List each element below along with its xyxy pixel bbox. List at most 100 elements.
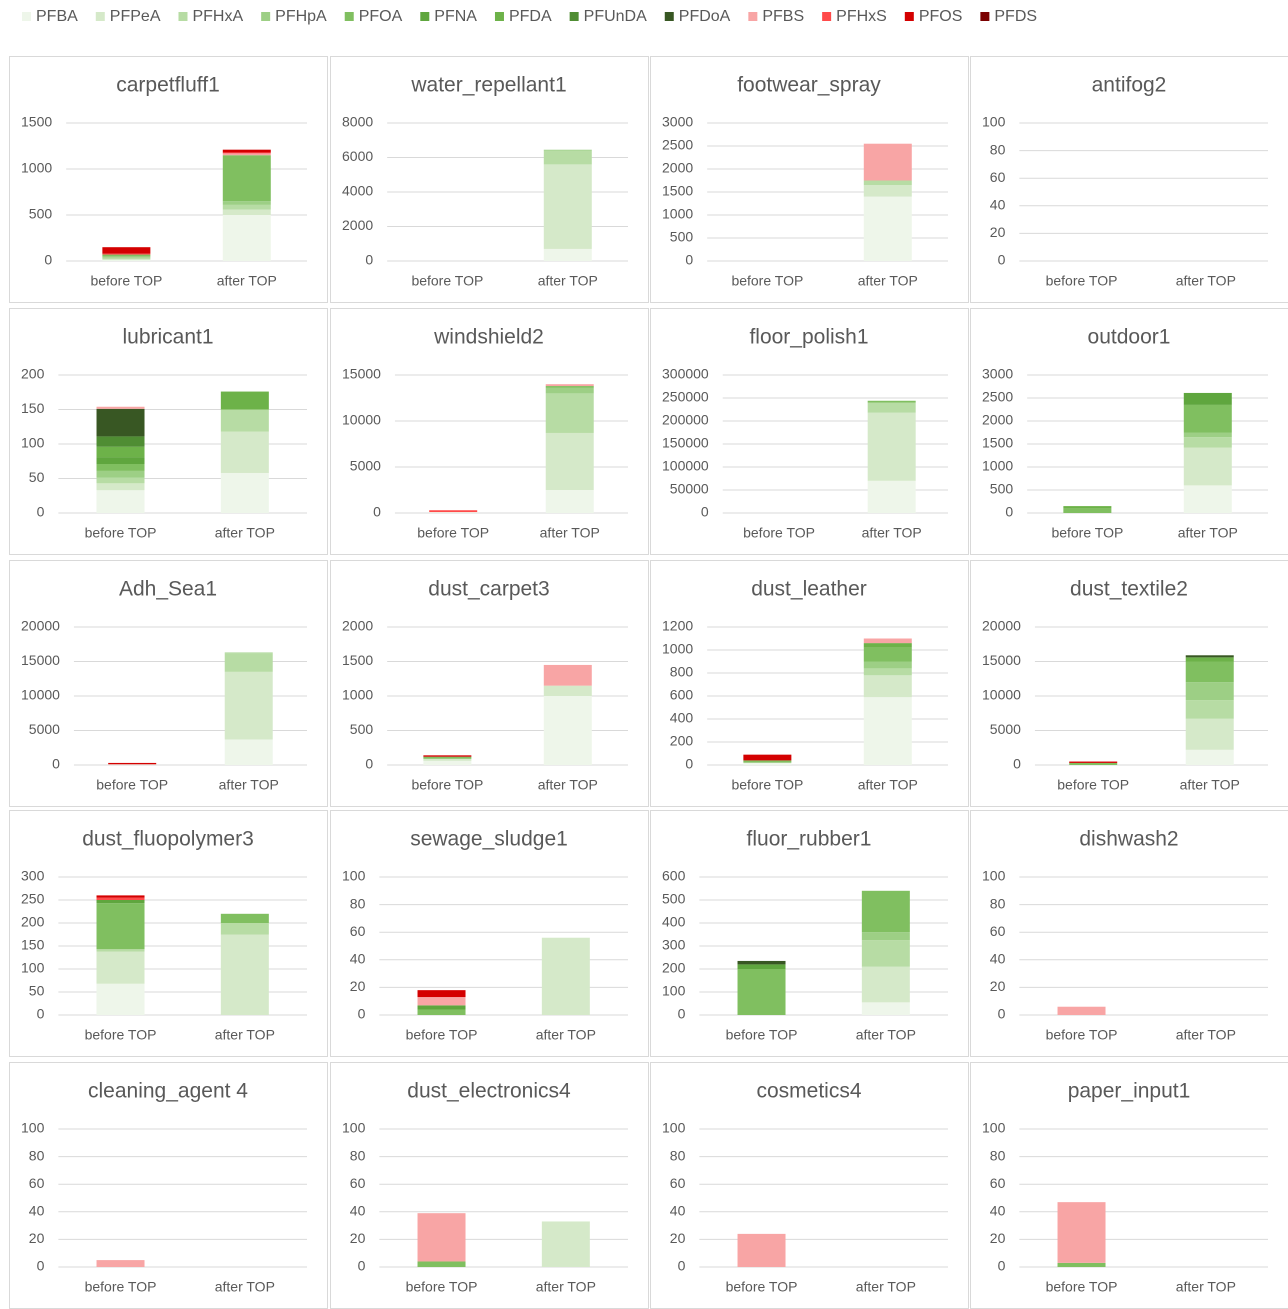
bar-segment [545,490,594,513]
bar-segment [867,400,916,403]
y-tick-label: 5000 [29,721,60,737]
bar-segment [1185,682,1234,701]
bar-segment [1183,392,1232,405]
y-tick-label: 20000 [21,618,60,634]
y-tick-label: 150 [21,400,45,416]
bar-segment [867,402,916,413]
y-tick-label: 300000 [662,366,709,382]
bar-segment [1183,447,1232,486]
y-tick-label: 1500 [982,435,1013,451]
bar-segment [545,384,594,387]
y-tick-label: 20 [990,1230,1006,1246]
x-tick-label: before TOP [731,777,803,793]
y-tick-label: 100 [982,1120,1006,1136]
bar-segment [867,412,916,481]
bar-segment [543,696,592,765]
y-tick-label: 0 [678,1258,686,1274]
x-tick-label: after TOP [215,1027,275,1043]
bar-segment [863,180,912,186]
bar-segment [224,739,273,765]
bar-segment [224,653,273,672]
bar-segment [545,387,594,394]
x-tick-label: before TOP [417,525,489,541]
chart-title: windshield2 [433,326,544,349]
bar-segment [423,758,472,761]
x-tick-label: before TOP [743,525,815,541]
x-tick-label: after TOP [536,1027,596,1043]
bar-segment [1183,437,1232,448]
bar-segment [220,391,269,410]
bar-segment [423,756,472,759]
chart-title: dust_fluopolymer3 [82,828,254,851]
y-tick-label: 1000 [342,687,373,703]
legend-swatch [904,12,914,21]
y-tick-label: 20000 [982,618,1021,634]
bar-segment [417,997,466,1006]
y-tick-label: 600 [662,868,686,884]
legend-label: PFHxA [192,8,243,25]
bar-segment [1183,485,1232,513]
y-tick-label: 60 [29,1175,45,1191]
x-tick-label: after TOP [219,777,279,793]
x-tick-label: before TOP [406,1279,478,1295]
y-tick-label: 20 [990,224,1006,240]
y-tick-label: 80 [990,141,1006,157]
bar-segment [737,1233,786,1267]
bar-segment [222,215,271,261]
y-tick-label: 40 [990,197,1006,213]
y-tick-label: 1500 [662,183,693,199]
x-tick-label: after TOP [217,273,277,289]
bar-segment [1057,1006,1106,1015]
bar-segment [220,409,269,432]
legend-label: PFOS [919,8,963,25]
chart-title: water_repellant1 [410,74,566,97]
bar-segment [543,164,592,249]
bar-segment [1069,761,1118,763]
legend-label: PFDS [994,8,1037,25]
y-tick-label: 1000 [662,206,693,222]
bar-segment [417,1261,466,1267]
bar-segment [737,969,786,1015]
bar-segment [1183,404,1232,433]
y-tick-label: 0 [998,1006,1006,1022]
y-tick-label: 40 [990,1203,1006,1219]
bar-segment [863,668,912,676]
x-tick-label: after TOP [540,525,600,541]
legend-label: PFBA [36,8,78,25]
bar-segment [541,1221,590,1267]
x-tick-label: before TOP [1046,1027,1118,1043]
y-tick-label: 40 [350,951,366,967]
bar-segment [861,966,910,1003]
bar-segment [224,671,273,740]
x-tick-label: after TOP [1180,777,1240,793]
y-tick-label: 40 [350,1203,366,1219]
bar-segment [96,457,145,465]
bar-segment [96,951,145,984]
y-tick-label: 0 [365,756,373,772]
bar-segment [1069,762,1118,765]
bar-segment [102,254,151,257]
y-tick-label: 2000 [342,618,373,634]
y-tick-label: 0 [358,1006,366,1022]
bar-segment [1185,749,1234,765]
y-tick-label: 15000 [21,652,60,668]
chart-title: cosmetics4 [756,1080,861,1103]
bar-segment [423,760,472,765]
x-tick-label: after TOP [1176,1279,1236,1295]
y-tick-label: 50000 [670,481,709,497]
y-tick-label: 15000 [342,366,381,382]
y-tick-label: 200 [662,960,686,976]
bar-segment [543,685,592,696]
y-tick-label: 250000 [662,389,709,405]
legend-label: PFHxS [836,8,887,25]
x-tick-label: before TOP [85,1279,157,1295]
y-tick-label: 60 [990,169,1006,185]
y-tick-label: 80 [990,895,1006,911]
legend-swatch [748,12,758,21]
bar-segment [863,143,912,181]
y-tick-label: 5000 [350,458,381,474]
y-tick-label: 2500 [982,389,1013,405]
legend-swatch [178,12,188,21]
bar-segment [220,934,269,1015]
bar-segment [863,647,912,662]
